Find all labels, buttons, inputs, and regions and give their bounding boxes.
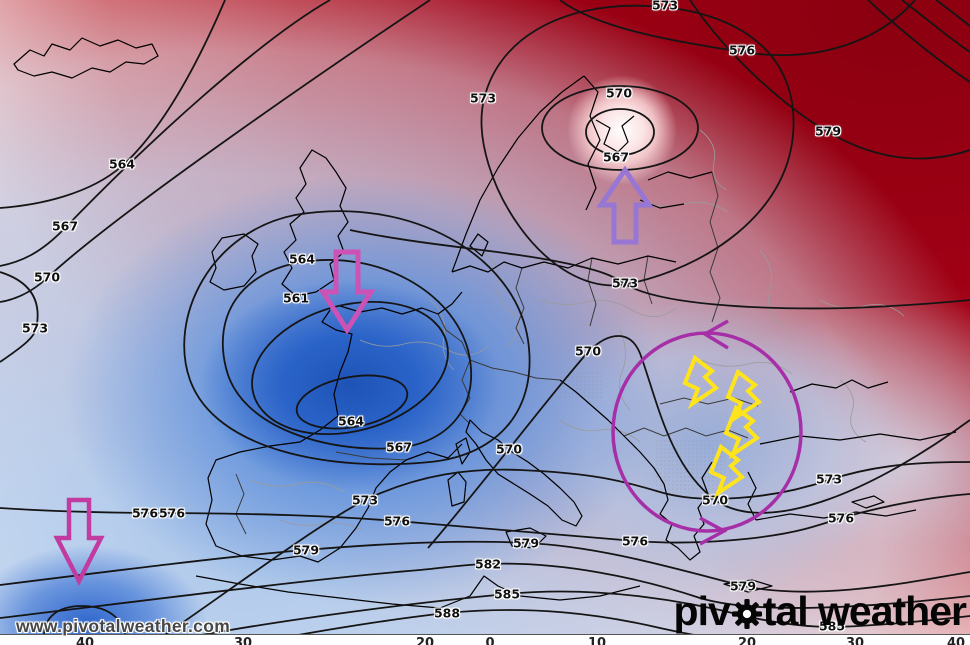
contour-label: 585	[818, 618, 846, 634]
contour-label: 570	[574, 343, 602, 359]
longitude-tick-label: 30	[845, 636, 865, 645]
contour-label: 573	[651, 0, 679, 13]
contour-label: 582	[474, 556, 502, 572]
longitude-ticks: 40 30 20 0 10 20 30 40	[0, 634, 970, 645]
contour-label: 567	[385, 439, 413, 455]
contour-label: 573	[815, 471, 843, 487]
contour-label: 576	[728, 42, 756, 58]
watermark: www.pivotalweather.com	[16, 616, 231, 636]
contour-label: 567	[51, 218, 79, 234]
contour-label: 573	[351, 492, 379, 508]
contour-label: 576	[131, 505, 159, 521]
contour-label: 579	[292, 542, 320, 558]
pivotal-weather-logo: piv tal weather	[673, 588, 967, 634]
contour-label: 576	[621, 533, 649, 549]
contour-label: 576	[827, 510, 855, 526]
contour-label: 570	[33, 269, 61, 285]
longitude-tick-label: 10	[587, 636, 607, 645]
contour-label: 579	[512, 535, 540, 551]
lightning-bolt-icon	[709, 445, 744, 495]
contour-label: 567	[602, 149, 630, 165]
gear-icon	[731, 598, 762, 629]
longitude-tick-label: 40	[75, 636, 95, 645]
contour-label: 576	[158, 505, 186, 521]
longitude-tick-label: 40	[946, 636, 966, 645]
contour-label: 570	[495, 441, 523, 457]
contour-label: 564	[337, 413, 365, 429]
contour-label: 564	[288, 251, 316, 267]
contour-label: 570	[701, 492, 729, 508]
longitude-tick-label: 20	[415, 636, 435, 645]
contour-label: 588	[433, 605, 461, 621]
longitude-tick-label: 0	[485, 636, 495, 645]
contour-label: 579	[729, 578, 757, 594]
cyclonic-circulation-circle	[611, 331, 803, 533]
contour-label: 573	[611, 275, 639, 291]
contour-label: 573	[469, 90, 497, 106]
contour-label: 564	[108, 156, 136, 172]
lightning-bolt-icon	[683, 356, 718, 406]
longitude-tick-label: 20	[737, 636, 757, 645]
contour-label: 573	[21, 320, 49, 336]
down-arrow-english-channel-icon	[318, 249, 376, 335]
contour-label: 585	[493, 586, 521, 602]
logo-text-left: piv	[673, 588, 731, 634]
logo-text-right: tal weather	[762, 588, 967, 634]
contour-label: 576	[383, 513, 411, 529]
down-arrow-atlantic-icon	[53, 497, 105, 586]
contour-label: 561	[282, 290, 310, 306]
lightning-bolts-group	[683, 356, 761, 495]
contour-label: 570	[605, 85, 633, 101]
circulation-arrowhead-top	[701, 319, 729, 350]
longitude-tick-label: 30	[233, 636, 253, 645]
contour-label: 579	[814, 123, 842, 139]
up-arrow-baltic-icon	[596, 165, 654, 245]
circulation-arrowhead-bottom	[699, 516, 728, 546]
